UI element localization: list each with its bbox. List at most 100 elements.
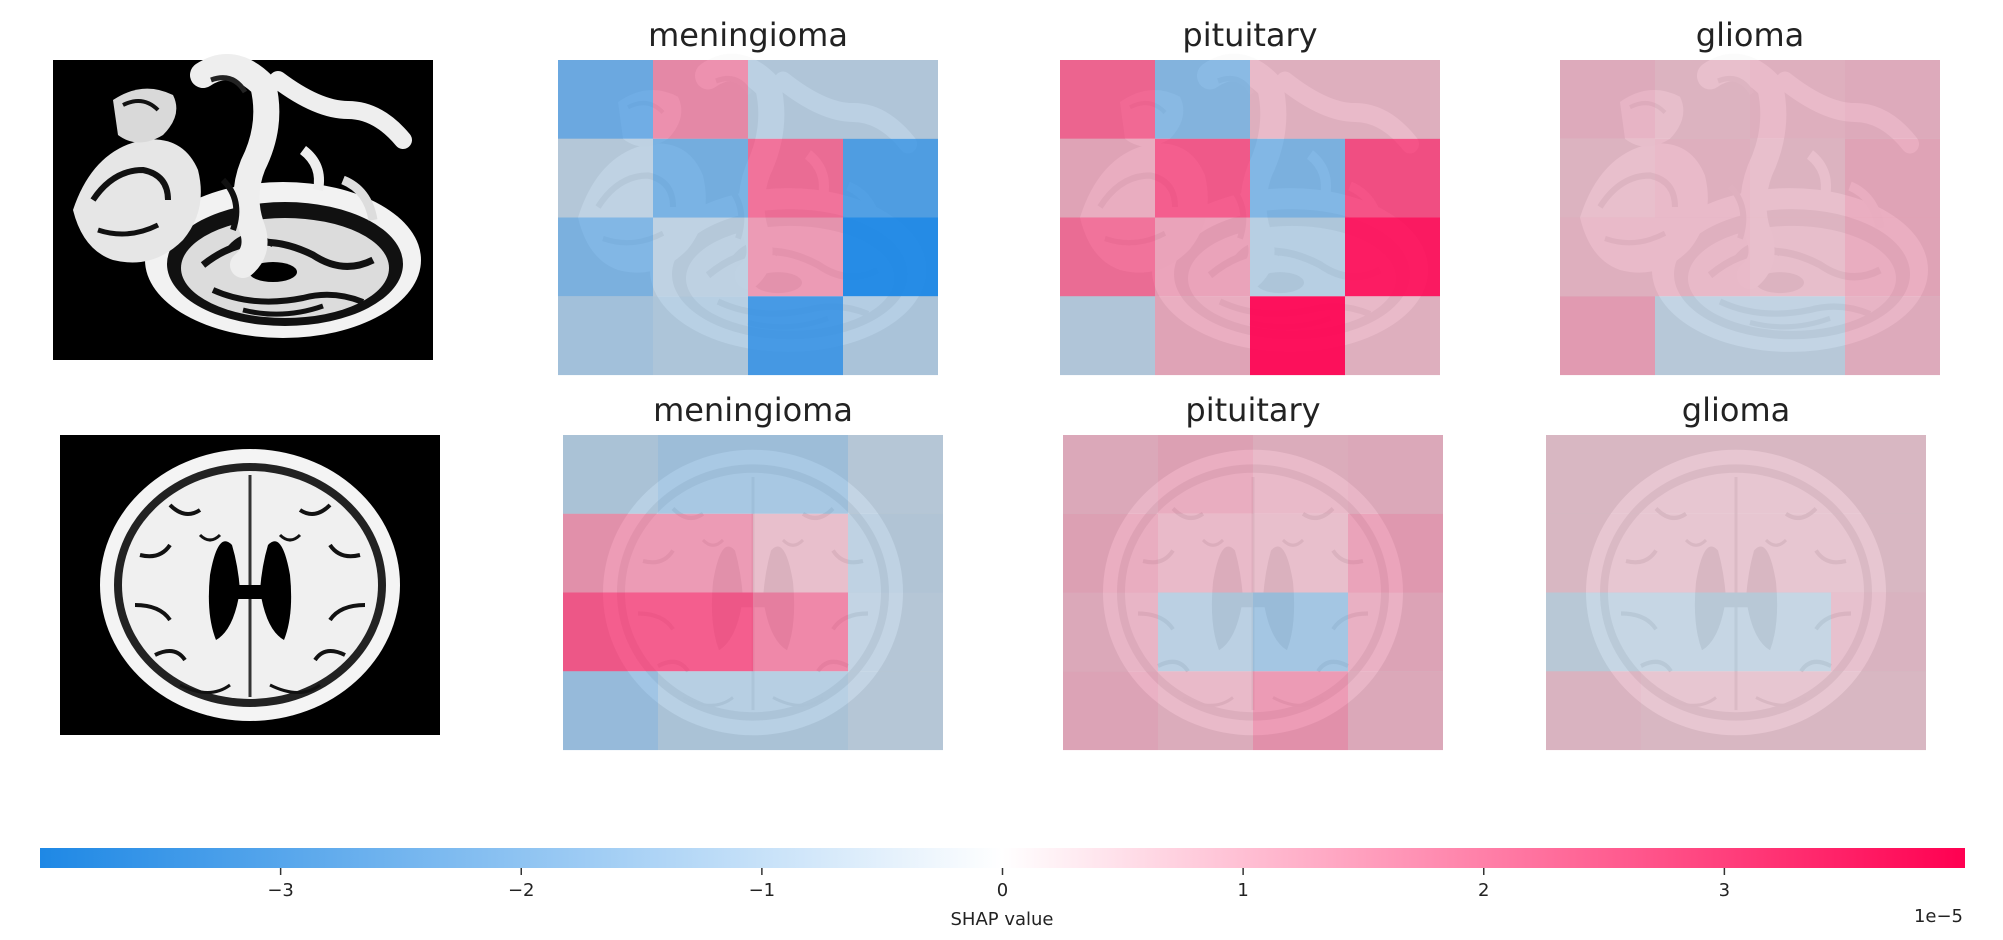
shap-heatmap (563, 435, 943, 751)
colorbar: −3 −2 −1 0 1 2 3 SHAP value 1e−5 (40, 848, 1965, 930)
heatmap-cell (1155, 138, 1250, 218)
heatmap-cell (1253, 435, 1348, 514)
heatmap-cell (1750, 296, 1845, 376)
shap-heatmap (1560, 60, 1940, 376)
heatmap-cell (1063, 592, 1158, 672)
heatmap-cell (1253, 513, 1348, 593)
heatmap-cell (658, 592, 753, 672)
heatmap-cell (1560, 217, 1655, 297)
heatmap-cell (1845, 60, 1940, 139)
colorbar-tick-label: 0 (997, 880, 1008, 901)
heatmap-cell (658, 513, 753, 593)
colorbar-gradient (40, 848, 1965, 868)
heatmap-cell (563, 435, 658, 514)
heatmap-cell (753, 435, 848, 514)
heatmap-cell (1158, 435, 1253, 514)
heatmap-cell (1546, 671, 1641, 751)
panel-title: pituitary (1185, 391, 1320, 429)
heatmap-cell (1060, 296, 1155, 376)
heatmap-cell (1250, 138, 1345, 218)
heatmap-cell (1831, 592, 1926, 672)
colorbar-multiplier: 1e−5 (1914, 906, 1963, 927)
heatmap-cell (1831, 435, 1926, 514)
heatmap-cell (558, 217, 653, 297)
heatmap-cell (1155, 296, 1250, 376)
panel-pituitary-row1: pituitary (1060, 16, 1440, 375)
shap-heatmap (558, 60, 938, 376)
heatmap-cell (1845, 138, 1940, 218)
panel-pituitary-row2: pituitary (1063, 391, 1443, 750)
row-axial: meningioma pituitary glioma (58, 391, 1926, 751)
heatmap-cell (1736, 435, 1831, 514)
heatmap-cell (1060, 138, 1155, 218)
shap-heatmap (1063, 435, 1443, 751)
heatmap-cell (1158, 513, 1253, 593)
heatmap-cell (1641, 513, 1736, 593)
heatmap-cell (1345, 138, 1440, 218)
heatmap-cell (848, 435, 943, 514)
heatmap-cell (1348, 671, 1443, 751)
heatmap-cell (1348, 435, 1443, 514)
panel-title: meningioma (648, 16, 848, 54)
heatmap-cell (748, 296, 843, 376)
heatmap-cell (558, 296, 653, 376)
heatmap-cell (1546, 592, 1641, 672)
heatmap-cell (1845, 296, 1940, 376)
heatmap-cell (848, 592, 943, 672)
heatmap-cell (1560, 138, 1655, 218)
heatmap-cell (1250, 217, 1345, 297)
heatmap-cell (843, 296, 938, 376)
heatmap-cell (653, 217, 748, 297)
colorbar-tick-label: −3 (267, 880, 294, 901)
colorbar-tick-label: 3 (1719, 880, 1730, 901)
heatmap-cell (1655, 217, 1750, 297)
heatmap-cell (1546, 513, 1641, 593)
heatmap-cell (748, 138, 843, 218)
heatmap-cell (1155, 60, 1250, 139)
heatmap-cell (1253, 592, 1348, 672)
panel-glioma-row1: glioma (1560, 16, 1940, 375)
heatmap-cell (753, 592, 848, 672)
heatmap-cell (1345, 296, 1440, 376)
heatmap-cell (1250, 296, 1345, 376)
heatmap-cell (1831, 513, 1926, 593)
heatmap-cell (1736, 592, 1831, 672)
heatmap-cell (1063, 435, 1158, 514)
colorbar-tick-label: −2 (508, 880, 535, 901)
heatmap-cell (1736, 513, 1831, 593)
heatmap-cell (748, 60, 843, 139)
heatmap-cell (1253, 671, 1348, 751)
heatmap-cell (1655, 60, 1750, 139)
heatmap-cell (563, 671, 658, 751)
colorbar-tick-label: −1 (749, 880, 776, 901)
heatmap-cell (1736, 671, 1831, 751)
heatmap-cell (563, 513, 658, 593)
heatmap-cell (1063, 671, 1158, 751)
colorbar-ticks: −3 −2 −1 0 1 2 3 (267, 868, 1730, 901)
heatmap-cell (658, 671, 753, 751)
input-scan-sagittal (53, 60, 433, 360)
heatmap-cell (848, 671, 943, 751)
heatmap-cell (1845, 217, 1940, 297)
heatmap-cell (653, 60, 748, 139)
heatmap-cell (753, 671, 848, 751)
heatmap-cell (1641, 592, 1736, 672)
heatmap-cell (843, 60, 938, 139)
heatmap-cell (848, 513, 943, 593)
heatmap-cell (653, 138, 748, 218)
colorbar-tick-label: 1 (1237, 880, 1248, 901)
heatmap-cell (1560, 60, 1655, 139)
panel-title: glioma (1696, 16, 1804, 54)
heatmap-cell (1348, 513, 1443, 593)
row-sagittal: meningioma pituitary glioma (53, 16, 1940, 375)
heatmap-cell (1750, 60, 1845, 139)
heatmap-cell (1546, 435, 1641, 514)
panel-meningioma-row1: meningioma (558, 16, 938, 375)
heatmap-cell (1060, 60, 1155, 139)
heatmap-cell (1655, 138, 1750, 218)
heatmap-cell (653, 296, 748, 376)
heatmap-cell (1831, 671, 1926, 751)
heatmap-cell (1345, 217, 1440, 297)
input-scan-axial (58, 433, 442, 737)
